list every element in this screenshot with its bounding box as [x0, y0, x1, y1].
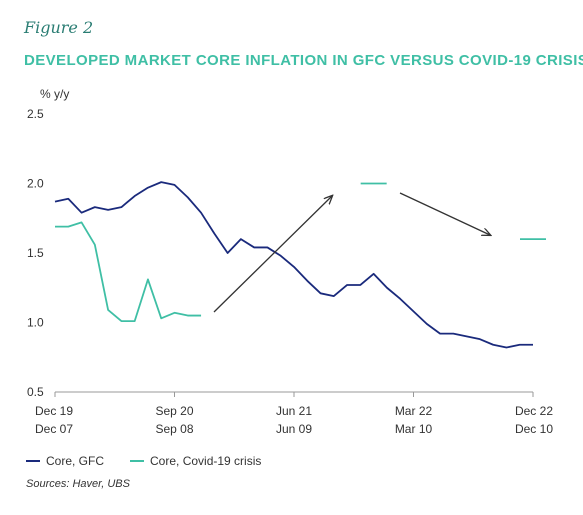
- legend-item-gfc: Core, GFC: [26, 454, 104, 468]
- legend: Core, GFC Core, Covid-19 crisis: [26, 454, 261, 468]
- legend-label-gfc: Core, GFC: [46, 454, 105, 468]
- x-tick-label-bottom: Jun 09: [276, 422, 312, 436]
- x-tick-label-top: Mar 22: [395, 404, 433, 418]
- series-line-covid: [55, 221, 202, 323]
- x-tick-label-top: Dec 19: [35, 404, 73, 418]
- chart-area: % y/y 2.5 2.0 1.5 1.0 0.5 Dec 19 Dec 07 Sep 20…: [27, 87, 553, 436]
- y-tick-label: 2.0: [27, 177, 44, 191]
- source-note: Sources: Haver, UBS: [26, 478, 130, 490]
- chart-title: DEVELOPED MARKET CORE INFLATION IN GFC V…: [24, 52, 583, 69]
- y-axis-label: % y/y: [40, 87, 69, 101]
- x-tick-label-top: Dec 22: [515, 404, 553, 418]
- legend-swatch-covid: [130, 460, 145, 462]
- y-ticks: 2.5 2.0 1.5 1.0 0.5: [27, 107, 44, 399]
- legend-label-covid: Core, Covid-19 crisis: [150, 454, 262, 468]
- x-tick-label-top: Jun 21: [276, 404, 312, 418]
- x-tick-label-bottom: Dec 10: [515, 422, 553, 436]
- legend-item-covid: Core, Covid-19 crisis: [130, 454, 261, 468]
- x-tick-label-bottom: Sep 08: [155, 422, 193, 436]
- figure-label: Figure 2: [24, 18, 94, 37]
- series-line-gfc: [54, 181, 533, 349]
- x-tick-label-bottom: Mar 10: [395, 422, 433, 436]
- y-tick-label: 2.5: [27, 107, 44, 121]
- x-ticks: Dec 19 Dec 07 Sep 20 Sep 08 Jun 21 Jun 09 Mar …: [35, 392, 553, 436]
- y-tick-label: 0.5: [27, 385, 44, 399]
- series-group: [54, 181, 546, 349]
- arrow-up: [213, 196, 332, 313]
- x-tick-label-bottom: Dec 07: [35, 422, 73, 436]
- y-tick-label: 1.0: [27, 316, 44, 330]
- arrow-down: [399, 192, 490, 235]
- y-tick-label: 1.5: [27, 246, 44, 260]
- legend-swatch-gfc: [26, 460, 40, 462]
- x-tick-label-top: Sep 20: [155, 404, 193, 418]
